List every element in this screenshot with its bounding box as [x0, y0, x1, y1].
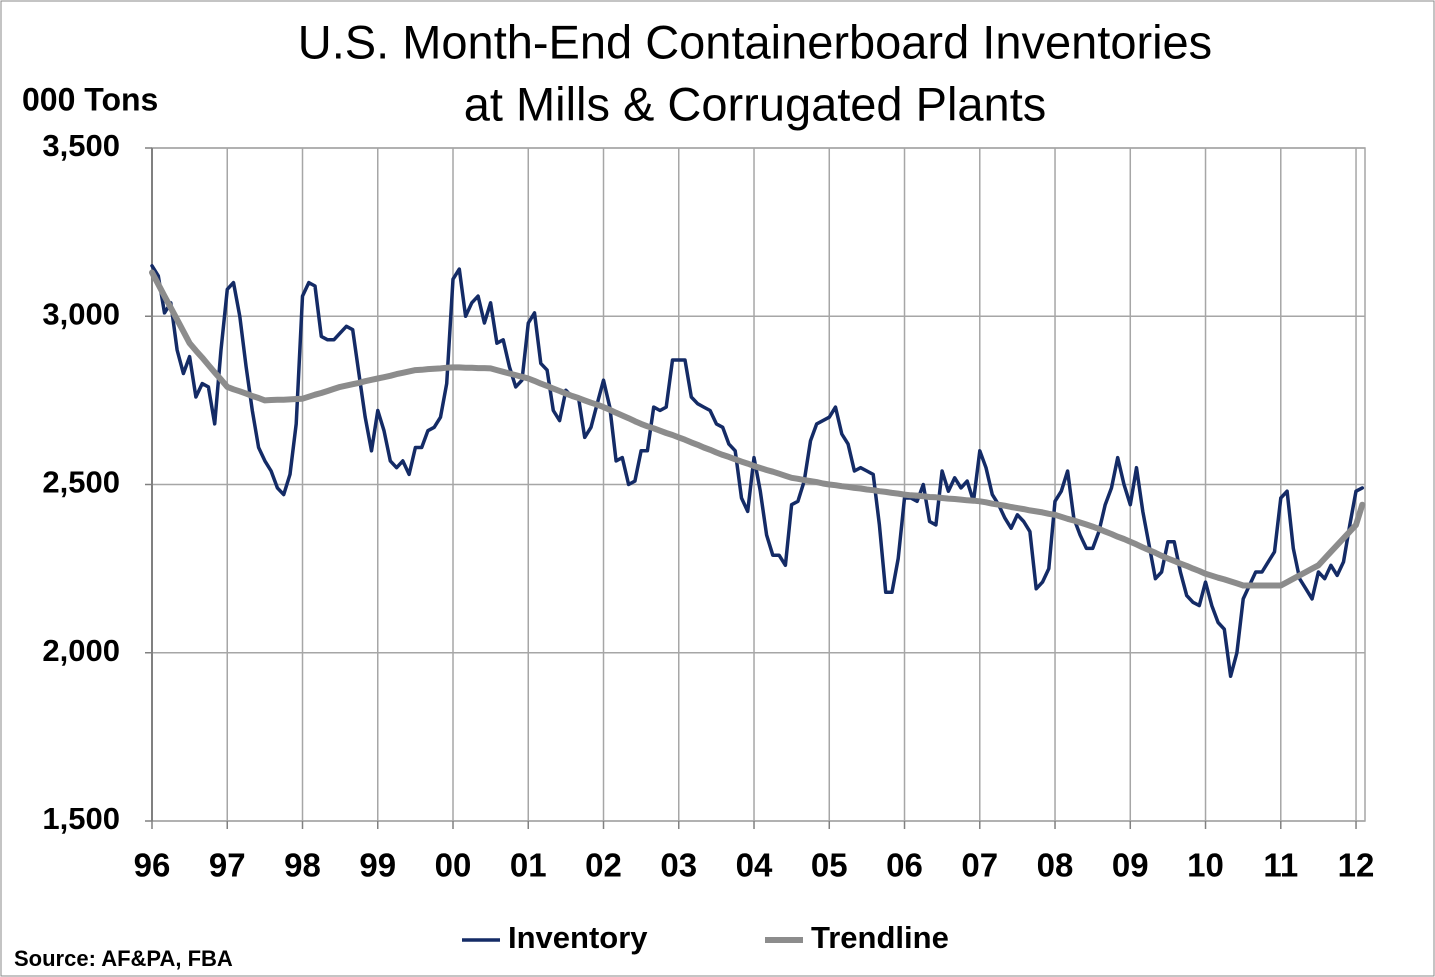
x-tick-label: 08 [1037, 847, 1074, 884]
y-tick-label: 3,500 [42, 128, 120, 163]
x-tick-label: 07 [961, 847, 998, 884]
x-tick-label: 06 [886, 847, 923, 884]
series-line [150, 264, 1365, 679]
chart-title: at Mills & Corrugated Plants [464, 77, 1047, 130]
y-tick-label: 3,000 [42, 296, 120, 331]
series-line [149, 269, 1366, 589]
x-tick-label: 03 [660, 847, 697, 884]
x-tick-label: 09 [1112, 847, 1149, 884]
y-tick-label: 1,500 [42, 801, 120, 836]
y-tick-label: 2,000 [42, 633, 120, 668]
x-tick-label: 02 [585, 847, 622, 884]
x-tick-label: 10 [1187, 847, 1224, 884]
x-tick-label: 97 [209, 847, 246, 884]
y-axis-label: 000 Tons [22, 81, 158, 117]
x-tick-label: 98 [284, 847, 321, 884]
chart-title: U.S. Month-End Containerboard Inventorie… [298, 15, 1212, 68]
source: Source: AF&PA, FBA [14, 946, 233, 971]
x-tick-label: 96 [134, 847, 171, 884]
x-tick-label: 04 [736, 847, 773, 884]
x-tick-label: 99 [359, 847, 396, 884]
x-tick-label: 00 [435, 847, 472, 884]
x-tick-label: 05 [811, 847, 848, 884]
x-tick-label: 11 [1263, 847, 1298, 884]
x-tick-label: 01 [510, 847, 547, 884]
legend-label: Inventory [508, 920, 648, 955]
legend-label: Trendline [811, 920, 949, 955]
y-tick-label: 2,500 [42, 465, 120, 500]
x-tick-label: 12 [1338, 847, 1375, 884]
